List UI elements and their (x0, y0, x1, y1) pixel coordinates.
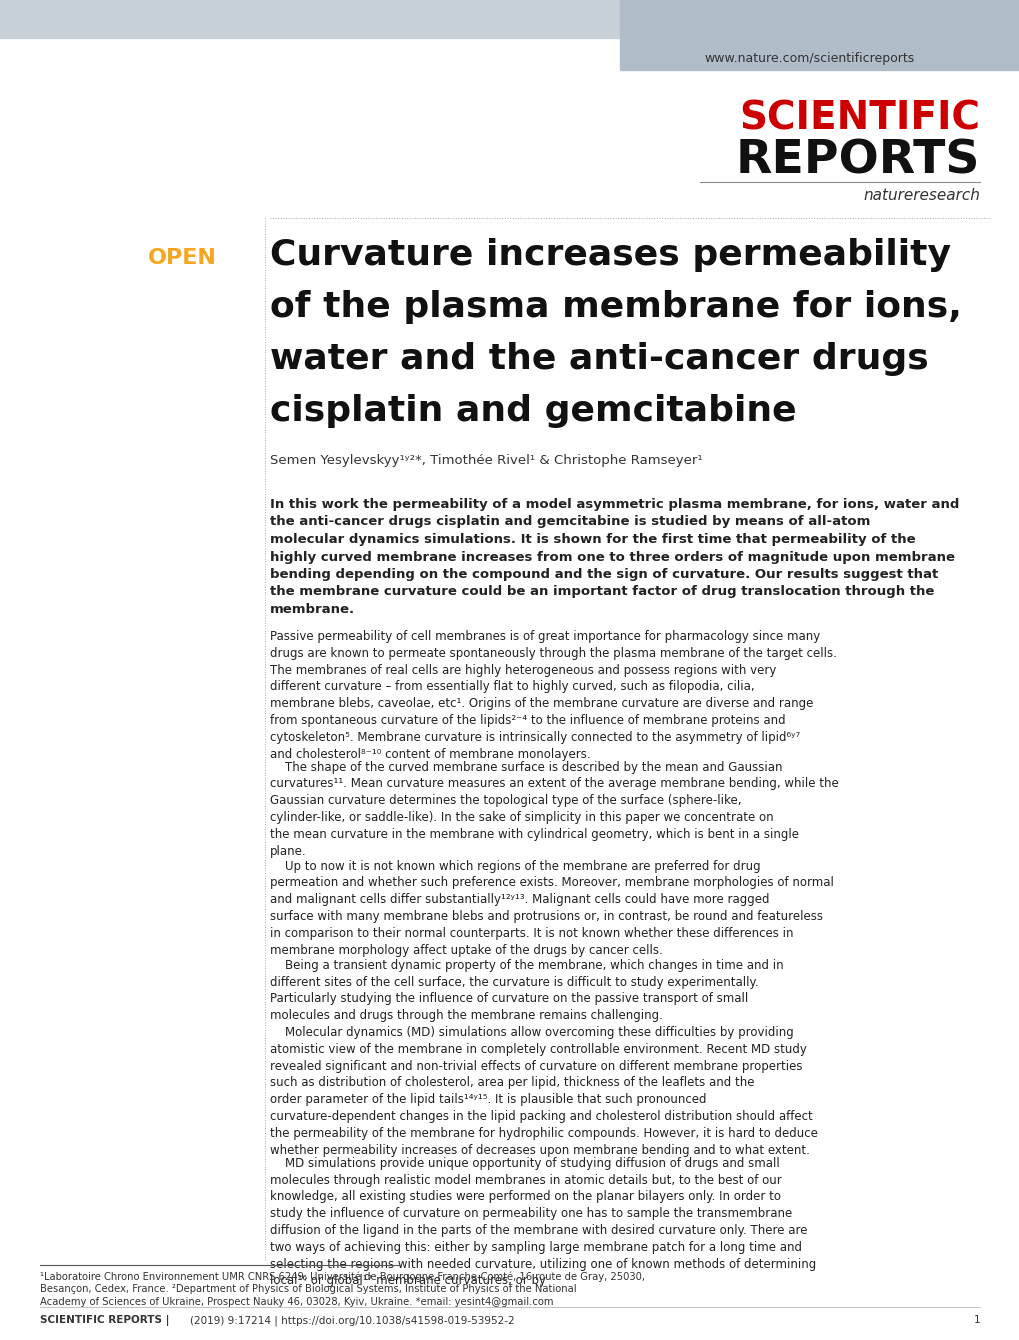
Text: 1: 1 (972, 1315, 979, 1325)
Text: Curvature increases permeability: Curvature increases permeability (270, 239, 950, 272)
Text: SCIENTIFIC REPORTS |: SCIENTIFIC REPORTS | (40, 1315, 169, 1327)
Text: Molecular dynamics (MD) simulations allow overcoming these difficulties by provi: Molecular dynamics (MD) simulations allo… (270, 1026, 817, 1156)
Text: The shape of the curved membrane surface is described by the mean and Gaussian
c: The shape of the curved membrane surface… (270, 761, 838, 858)
Text: REPORTS: REPORTS (735, 138, 979, 184)
Text: of the plasma membrane for ions,: of the plasma membrane for ions, (270, 289, 961, 324)
Text: ¹Laboratoire Chrono Environnement UMR CNRS 6249, Université de Bourgogne Franche: ¹Laboratoire Chrono Environnement UMR CN… (40, 1272, 644, 1306)
Text: www.nature.com/scientificreports: www.nature.com/scientificreports (704, 52, 914, 66)
Text: SCIENTIFIC: SCIENTIFIC (739, 100, 979, 138)
Text: cisplatin and gemcitabine: cisplatin and gemcitabine (270, 394, 796, 427)
Bar (620, 0, 1019, 70)
Text: (2019) 9:17214 | https://doi.org/10.1038/s41598-019-53952-2: (2019) 9:17214 | https://doi.org/10.1038… (190, 1315, 515, 1325)
Bar (0, 0, 1019, 38)
Text: OPEN: OPEN (148, 248, 217, 268)
Text: Up to now it is not known which regions of the membrane are preferred for drug
p: Up to now it is not known which regions … (270, 860, 834, 957)
Text: natureresearch: natureresearch (862, 188, 979, 202)
Text: In this work the permeability of a model asymmetric plasma membrane, for ions, w: In this work the permeability of a model… (270, 498, 959, 616)
Text: water and the anti-cancer drugs: water and the anti-cancer drugs (270, 342, 928, 377)
Text: MD simulations provide unique opportunity of studying diffusion of drugs and sma: MD simulations provide unique opportunit… (270, 1156, 815, 1288)
Text: Passive permeability of cell membranes is of great importance for pharmacology s: Passive permeability of cell membranes i… (270, 630, 836, 761)
Text: Semen Yesylevskyy¹ʸ²*, Timothée Rivel¹ & Christophe Ramseyer¹: Semen Yesylevskyy¹ʸ²*, Timothée Rivel¹ &… (270, 454, 702, 468)
Text: Being a transient dynamic property of the membrane, which changes in time and in: Being a transient dynamic property of th… (270, 958, 783, 1022)
